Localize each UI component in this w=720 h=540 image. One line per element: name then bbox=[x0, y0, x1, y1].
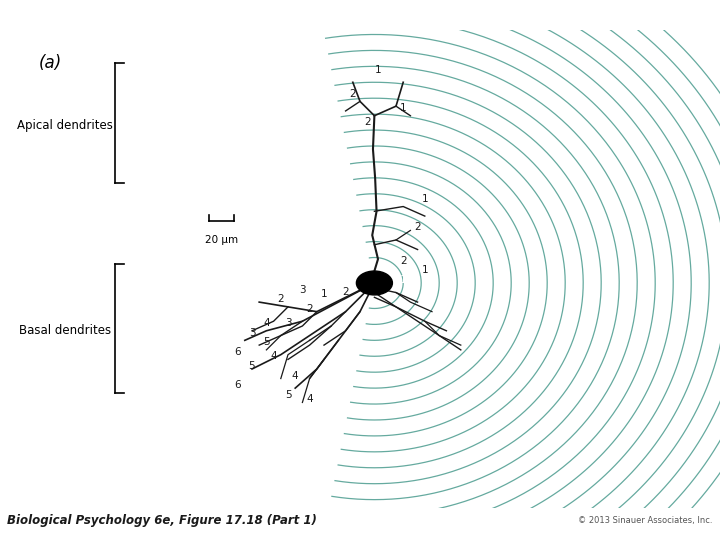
Text: 4: 4 bbox=[292, 370, 299, 381]
Text: 2: 2 bbox=[400, 256, 407, 266]
Text: 4: 4 bbox=[270, 352, 277, 361]
Text: (a): (a) bbox=[39, 54, 62, 72]
Text: Basal dendrites: Basal dendrites bbox=[19, 325, 111, 338]
Text: 2: 2 bbox=[364, 117, 371, 127]
Text: 3: 3 bbox=[248, 328, 256, 338]
Text: © 2013 Sinauer Associates, Inc.: © 2013 Sinauer Associates, Inc. bbox=[578, 516, 713, 525]
Text: 5: 5 bbox=[248, 361, 256, 371]
Text: 2: 2 bbox=[342, 287, 349, 297]
Text: 2: 2 bbox=[306, 303, 313, 314]
Text: 4: 4 bbox=[263, 318, 270, 328]
Text: 6: 6 bbox=[234, 347, 241, 357]
Text: 1: 1 bbox=[400, 103, 407, 113]
Text: 2: 2 bbox=[414, 222, 421, 232]
Text: 3: 3 bbox=[284, 318, 292, 328]
Text: Figure 17.18  Measurement of Dendritic Branching (Part 1): Figure 17.18 Measurement of Dendritic Br… bbox=[7, 9, 456, 24]
Text: Apical dendrites: Apical dendrites bbox=[17, 119, 113, 132]
Text: 1: 1 bbox=[421, 266, 428, 275]
Text: 20 μm: 20 μm bbox=[204, 235, 238, 245]
Text: 3: 3 bbox=[299, 285, 306, 294]
Text: 2: 2 bbox=[349, 89, 356, 99]
Text: 1: 1 bbox=[374, 65, 382, 75]
Text: 5: 5 bbox=[263, 337, 270, 347]
Text: 1: 1 bbox=[400, 274, 407, 285]
Text: 1: 1 bbox=[421, 194, 428, 204]
Text: Biological Psychology 6e, Figure 17.18 (Part 1): Biological Psychology 6e, Figure 17.18 (… bbox=[7, 514, 317, 527]
Circle shape bbox=[356, 271, 392, 295]
Text: 5: 5 bbox=[284, 390, 292, 400]
Text: 4: 4 bbox=[306, 394, 313, 404]
Text: 1: 1 bbox=[320, 289, 328, 299]
Text: 6: 6 bbox=[234, 380, 241, 390]
Text: 2: 2 bbox=[277, 294, 284, 304]
